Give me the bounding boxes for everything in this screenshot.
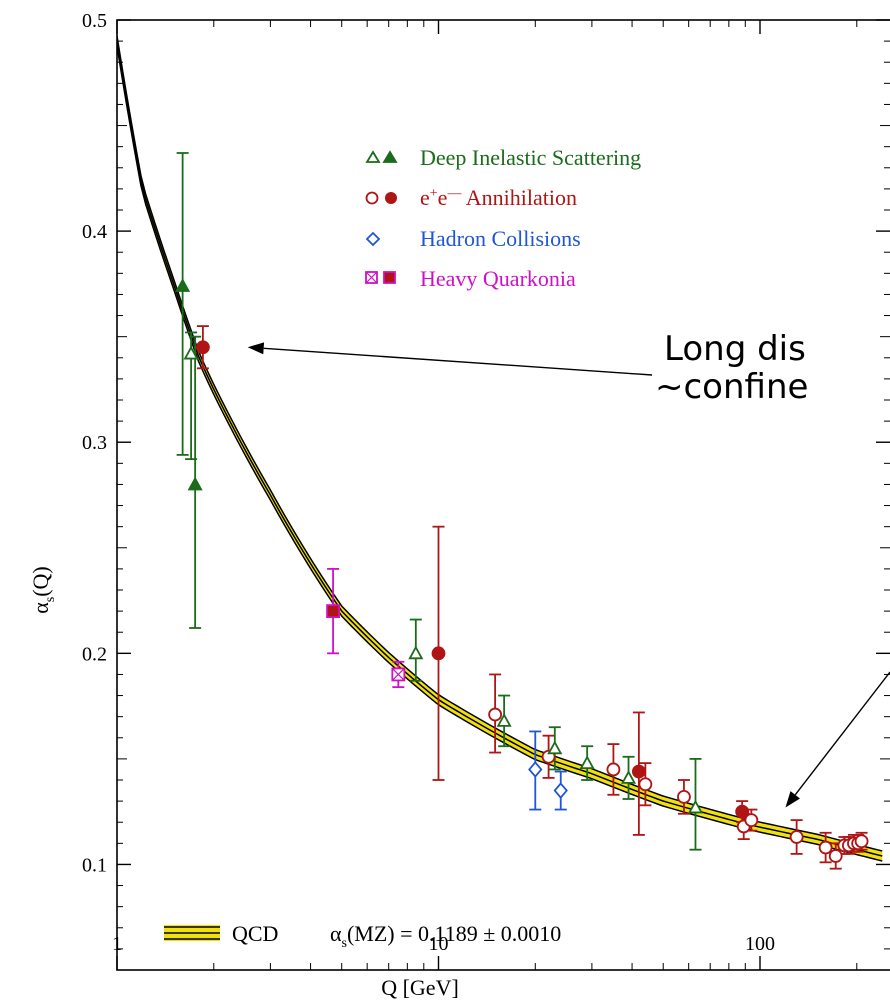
point-ee-18	[638, 777, 653, 792]
point-dis-9	[496, 713, 512, 727]
point-quarkonia-4	[326, 604, 340, 619]
point-ee-15	[606, 762, 621, 777]
point-hadron-10	[528, 761, 543, 778]
annotations: Long dis ~confine	[247, 329, 890, 808]
legend-item-dis: Deep Inelastic Scattering	[365, 145, 641, 170]
legend-item-ee: e+e— Annihilation	[365, 185, 577, 210]
point-quarkonia-5-cross-b	[391, 668, 405, 681]
point-dis-2	[187, 476, 203, 491]
plot-area	[116, 19, 890, 971]
legend-dis-filled-triangle	[382, 150, 398, 163]
legend-hadron-open-diamond	[365, 231, 381, 247]
legend-ee-open-circle	[365, 191, 379, 205]
legend-label-dis: Deep Inelastic Scattering	[420, 145, 641, 170]
point-dis-1	[183, 345, 199, 360]
point-ee-3	[195, 340, 210, 355]
legend-item-quarkonia: Heavy Quarkonia	[365, 266, 576, 291]
annotation-long-distance-line-2: ~confine	[655, 367, 808, 407]
y-tick-label: 0.2	[82, 643, 107, 665]
point-dis-6	[408, 645, 424, 660]
annotation-long-distance-arrow-head	[247, 342, 265, 355]
annotation-short-distance-arrow-shaft	[794, 671, 890, 796]
point-dis-20	[687, 799, 704, 814]
x-tick-label: 10	[429, 933, 449, 955]
point-dis-14	[579, 755, 595, 770]
point-dis-16	[621, 770, 637, 784]
point-ee-17	[631, 764, 646, 779]
point-ee-23	[744, 813, 759, 828]
legend-label-ee: e+e— Annihilation	[420, 185, 577, 210]
y-tick-label: 0.3	[82, 432, 107, 454]
legend-label-hadron: Hadron Collisions	[420, 226, 581, 251]
legend-label-quarkonia: Heavy Quarkonia	[420, 266, 576, 291]
point-ee-26	[828, 849, 843, 863]
point-ee-31	[854, 834, 869, 849]
point-ee-19	[677, 789, 691, 804]
point-dis-12	[547, 740, 563, 755]
y-tick-label: 0.4	[82, 221, 107, 243]
point-ee-24	[789, 830, 804, 844]
x-axis-label: Q [GeV]	[381, 975, 459, 1000]
x-tick-label: 1	[112, 933, 122, 955]
point-ee-21	[735, 804, 750, 819]
legend-quarkonia-cross-b	[365, 271, 378, 284]
y-tick-label: 0.5	[82, 10, 107, 32]
legend-ee-filled-circle	[385, 192, 397, 204]
y-tick-label: 0.1	[82, 854, 107, 876]
annotation-long-distance-arrow-shaft	[263, 347, 653, 376]
legend-quarkonia-filled-square	[383, 271, 396, 284]
point-ee-8	[488, 707, 503, 722]
axes: 1 10 100 0.1 0.2 0.3 0.4 0.5	[82, 10, 890, 970]
annotation-short-distance-arrow-head	[785, 791, 800, 808]
qcd-legend-label: QCD	[232, 921, 278, 946]
legend: Deep Inelastic Scattering e+e— Annihilat…	[365, 145, 641, 291]
annotation-long-distance-line-1: Long dis	[664, 329, 806, 369]
point-ee-25	[818, 840, 833, 855]
data-markers	[175, 278, 869, 863]
point-dis-0	[175, 278, 191, 292]
point-ee-7	[431, 646, 446, 661]
x-tick-label: 100	[745, 933, 775, 955]
point-hadron-13	[553, 782, 568, 799]
legend-dis-open-triangle	[365, 150, 381, 163]
y-axis-label: αs(Q)	[28, 566, 58, 614]
legend-item-hadron: Hadron Collisions	[365, 226, 581, 251]
